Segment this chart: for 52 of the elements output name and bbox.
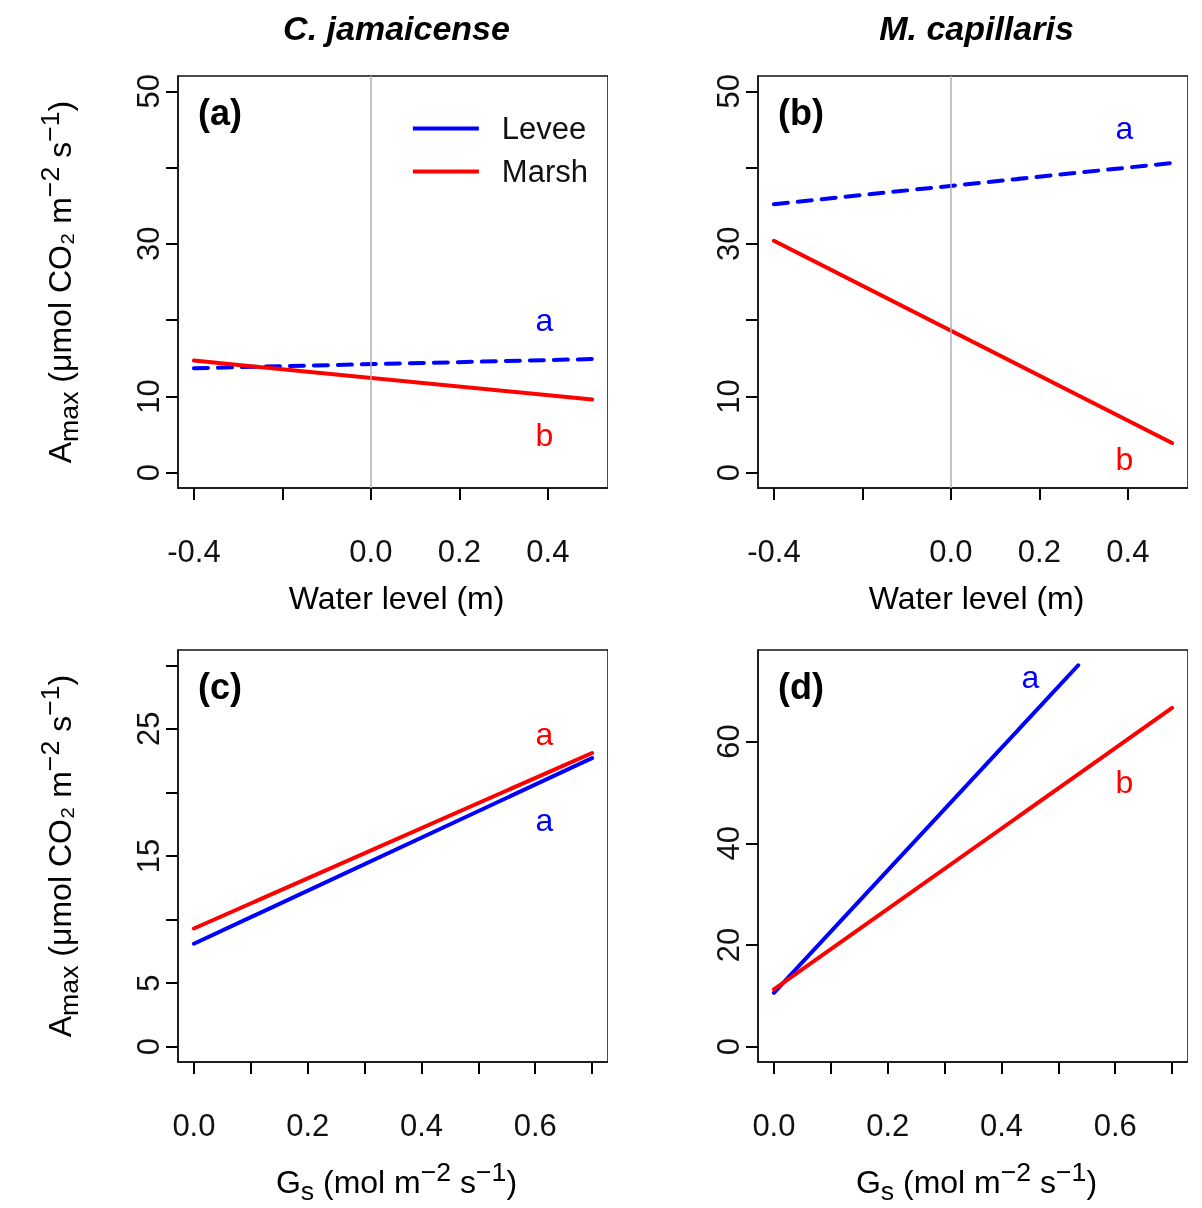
x-tick-label: -0.4 — [167, 534, 221, 569]
x-tick-label: 0.4 — [399, 1108, 443, 1143]
annotation: a — [1115, 109, 1134, 146]
y-tick-label: 20 — [711, 927, 746, 963]
y-tick-label: 15 — [131, 838, 166, 874]
x-axis-title: G$_{s}$ (mol m$^{−2}$ s$^{−1}$) — [854, 1156, 1099, 1208]
annotation: (c) — [198, 665, 242, 707]
x-tick-label: 0.4 — [979, 1108, 1023, 1143]
annotation: b — [1115, 763, 1134, 800]
y-tick-label: 0 — [711, 464, 746, 482]
y-tick-label: 50 — [131, 74, 166, 109]
x-tick-label: -0.4 — [747, 534, 801, 569]
chart-title: M. capillaris — [878, 8, 1075, 48]
y-tick-label: 0 — [131, 464, 166, 482]
x-tick-label: 0.2 — [1017, 534, 1061, 569]
x-tick-label: 0.4 — [1106, 534, 1150, 569]
y-tick-label: 25 — [131, 711, 166, 747]
y-tick-label: 0 — [131, 1038, 166, 1056]
x-tick-label: 0.4 — [526, 534, 570, 569]
y-tick-label: 5 — [131, 974, 166, 992]
annotation: (b) — [778, 91, 824, 133]
x-tick-label: 0.2 — [866, 1108, 910, 1143]
chart-title: C. jamaicense — [282, 8, 511, 48]
y-tick-label: 40 — [711, 826, 746, 861]
y-tick-label: 50 — [711, 74, 746, 109]
x-tick-label: 0.0 — [929, 534, 973, 569]
annotation: b — [535, 416, 554, 453]
annotation: a — [535, 302, 554, 339]
annotation: a — [1021, 658, 1040, 695]
legend-label: Marsh — [501, 154, 589, 189]
x-axis-title: Water level (m) — [867, 579, 1086, 618]
annotation: b — [1115, 440, 1134, 477]
y-tick-label: 10 — [711, 379, 746, 414]
x-tick-label: 0.2 — [286, 1108, 330, 1143]
y-tick-label: 0 — [711, 1038, 746, 1056]
annotation: a — [535, 716, 554, 753]
x-tick-label: 0.0 — [349, 534, 393, 569]
x-axis-title: G$_{s}$ (mol m$^{−2}$ s$^{−1}$) — [274, 1156, 519, 1208]
y-tick-label: 30 — [711, 226, 746, 262]
x-tick-label: 0.2 — [437, 534, 481, 569]
y-tick-label: 10 — [131, 379, 166, 414]
x-tick-label: 0.6 — [513, 1108, 557, 1143]
legend-label: Levee — [501, 111, 587, 146]
x-tick-label: 0.6 — [1093, 1108, 1137, 1143]
x-tick-label: 0.0 — [752, 1108, 796, 1143]
y-tick-label: 30 — [131, 226, 166, 262]
annotation: a — [535, 802, 554, 839]
annotation: (a) — [198, 91, 242, 133]
x-tick-label: 0.0 — [172, 1108, 216, 1143]
annotation: (d) — [778, 665, 824, 707]
x-axis-title: Water level (m) — [287, 579, 506, 618]
y-tick-label: 60 — [711, 724, 746, 759]
